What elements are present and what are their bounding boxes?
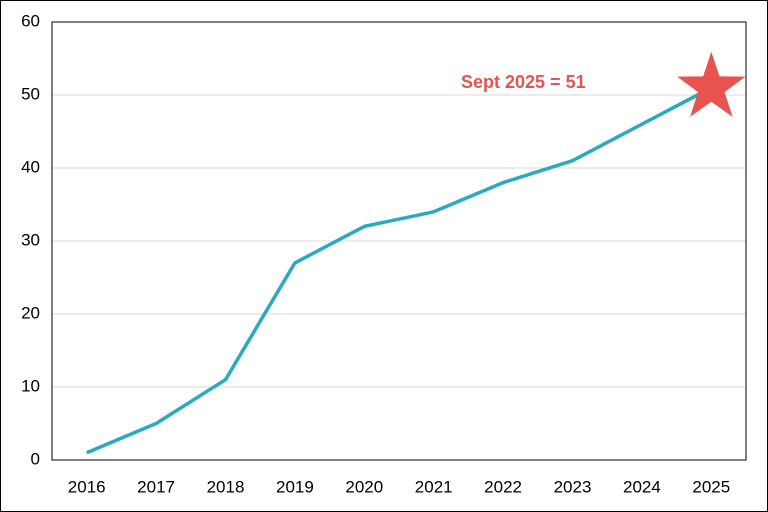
grid [52, 94, 746, 388]
y-tick-label: 40 [21, 157, 40, 176]
y-tick-label: 30 [21, 230, 40, 249]
x-tick-label: 2020 [345, 477, 383, 496]
y-tick-label: 10 [21, 376, 40, 395]
x-tick-label: 2025 [692, 477, 730, 496]
x-tick-label: 2016 [68, 477, 106, 496]
annotation: Sept 2025 = 51 [461, 72, 586, 92]
x-tick-label: 2022 [484, 477, 522, 496]
x-tick-label: 2017 [137, 477, 175, 496]
line [86, 86, 713, 455]
y-tick-label: 60 [21, 11, 40, 30]
x-tick-label: 2021 [415, 477, 453, 496]
x-tick-label: 2019 [276, 477, 314, 496]
x-tick-label: 2018 [207, 477, 245, 496]
x-tick-label: 2023 [554, 477, 592, 496]
x-tick-label: 2024 [623, 477, 661, 496]
y-tick-label: 20 [21, 303, 40, 322]
star-marker [677, 51, 746, 117]
y-tick-label: 0 [31, 449, 40, 468]
plot-border [51, 21, 747, 461]
y-tick-label: 50 [21, 84, 40, 103]
